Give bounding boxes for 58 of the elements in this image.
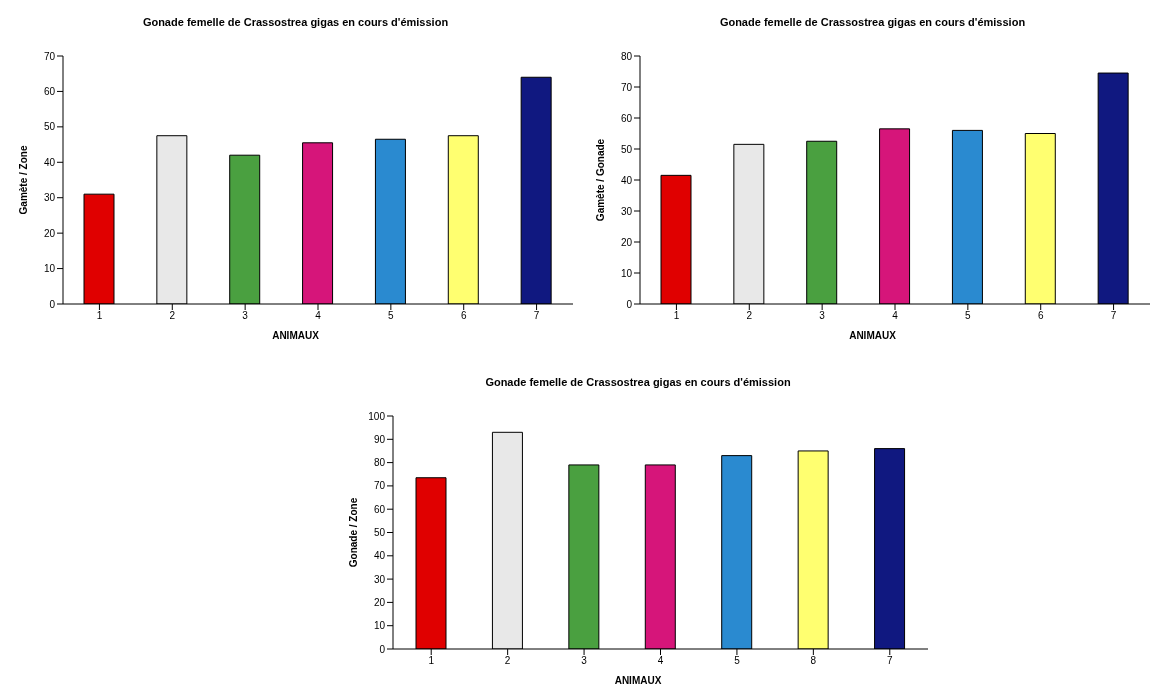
y-tick-label: 40 <box>373 550 386 562</box>
x-tick-label: 3 <box>819 310 826 322</box>
y-tick-label: 70 <box>43 50 56 62</box>
x-tick-label: 3 <box>581 655 588 667</box>
chart-title: Gonade femelle de Crassostrea gigas en cours d'émission <box>718 16 1027 30</box>
x-tick-label: 4 <box>315 310 322 322</box>
y-tick-label: 80 <box>620 50 633 62</box>
y-tick-label: 20 <box>43 227 56 239</box>
x-axis-title: ANIMAUX <box>613 675 663 686</box>
y-tick-label: 60 <box>373 503 386 515</box>
chart-title: Gonade femelle de Crassostrea gigas en cours d'émission <box>141 16 450 30</box>
y-tick-label: 80 <box>373 457 386 469</box>
x-tick-label: 7 <box>533 310 540 322</box>
x-tick-label: 5 <box>965 310 972 322</box>
y-tick-label: 10 <box>373 620 386 632</box>
y-tick-label: 30 <box>620 205 633 217</box>
y-tick-label: 50 <box>620 143 633 155</box>
y-tick-label: 20 <box>620 236 633 248</box>
y-tick-label: 40 <box>620 174 633 186</box>
y-tick-label: 20 <box>373 596 386 608</box>
y-tick-label: 60 <box>620 112 633 124</box>
y-tick-label: 30 <box>43 192 56 204</box>
x-tick-label: 6 <box>460 310 467 322</box>
x-axis-title: ANIMAUX <box>848 330 897 341</box>
y-tick-label: 60 <box>43 85 56 97</box>
x-axis-title: ANIMAUX <box>271 330 320 341</box>
y-tick-label: 0 <box>626 298 633 310</box>
x-tick-label: 4 <box>657 655 664 667</box>
y-tick-label: 0 <box>379 643 386 655</box>
y-tick-label: 10 <box>43 263 56 275</box>
x-tick-label: 8 <box>810 655 817 667</box>
x-tick-label: 1 <box>428 655 435 667</box>
x-tick-label: 7 <box>887 655 893 667</box>
y-axis-title: Gamète / Zone <box>17 145 29 215</box>
y-tick-label: 70 <box>373 480 386 492</box>
y-axis-title: Gamète / Gonade <box>594 138 606 222</box>
y-tick-label: 50 <box>373 527 386 539</box>
y-tick-label: 30 <box>373 573 386 585</box>
y-tick-label: 100 <box>368 410 386 422</box>
x-tick-label: 1 <box>673 310 680 322</box>
x-tick-label: 5 <box>388 310 395 322</box>
y-tick-label: 40 <box>43 156 56 168</box>
x-tick-label: 7 <box>1110 310 1117 322</box>
x-tick-label: 2 <box>169 310 176 322</box>
chart-title: Gonade femelle de Crassostrea gigas en cours d'émission <box>484 376 792 390</box>
x-tick-label: 3 <box>242 310 249 322</box>
x-tick-label: 4 <box>892 310 899 322</box>
x-tick-label: 2 <box>746 310 753 322</box>
y-axis-title: Gonade / Zone <box>347 497 359 568</box>
x-tick-label: 1 <box>96 310 103 322</box>
y-tick-label: 0 <box>49 298 56 310</box>
y-tick-label: 50 <box>43 121 56 133</box>
y-tick-label: 70 <box>620 81 633 93</box>
x-tick-label: 5 <box>734 655 741 667</box>
x-tick-label: 2 <box>504 655 511 667</box>
y-tick-label: 90 <box>373 433 386 445</box>
x-tick-label: 6 <box>1037 310 1044 322</box>
y-tick-label: 10 <box>620 267 633 279</box>
